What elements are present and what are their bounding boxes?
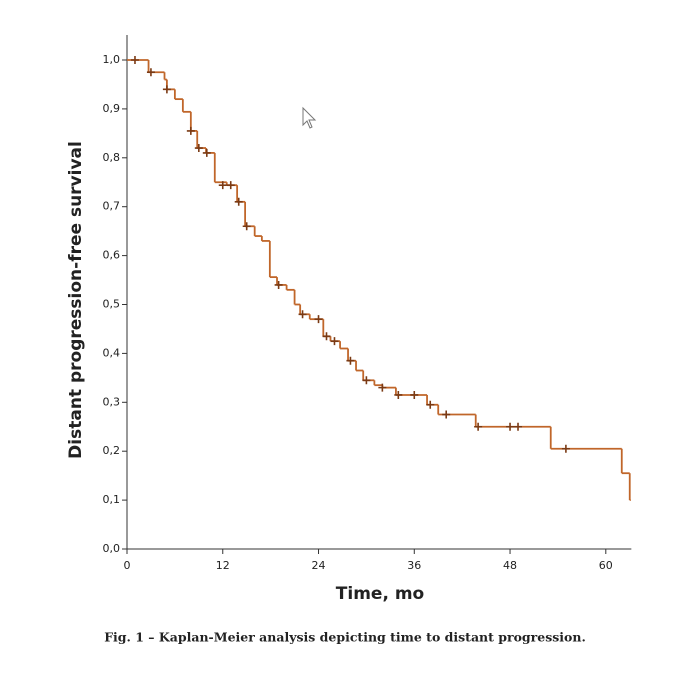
censor-mark bbox=[410, 390, 419, 399]
x-tick-label: 24 bbox=[312, 559, 326, 572]
y-tick-label: 0,6 bbox=[103, 249, 121, 262]
censor-mark bbox=[506, 422, 515, 431]
y-tick-label: 0,4 bbox=[103, 346, 121, 359]
figure-caption: Fig. 1 – Kaplan-Meier analysis depicting… bbox=[104, 630, 586, 645]
censor-mark bbox=[234, 197, 243, 206]
y-tick-label: 1,0 bbox=[103, 53, 121, 66]
y-tick-label: 0,5 bbox=[103, 298, 121, 311]
censor-mark bbox=[314, 315, 323, 324]
censor-mark bbox=[394, 390, 403, 399]
y-tick-label: 0,2 bbox=[103, 444, 121, 457]
censor-mark bbox=[194, 144, 203, 153]
censor-mark bbox=[514, 422, 523, 431]
censor-mark bbox=[202, 148, 211, 157]
x-tick-label: 48 bbox=[503, 559, 517, 572]
y-axis-title: Distant progression-free survival bbox=[66, 141, 86, 459]
censor-mark bbox=[146, 68, 155, 77]
censor-mark bbox=[186, 126, 195, 135]
censor-mark bbox=[426, 400, 435, 409]
y-tick-label: 0,3 bbox=[103, 395, 121, 408]
y-tick-label: 0,9 bbox=[103, 102, 121, 115]
censor-mark bbox=[561, 444, 570, 453]
censor-mark bbox=[330, 337, 339, 346]
y-tick-label: 0,0 bbox=[103, 542, 121, 555]
x-axis-title: Time, mo bbox=[336, 584, 424, 604]
x-tick-label: 36 bbox=[407, 559, 421, 572]
censor-mark bbox=[442, 410, 451, 419]
y-tick-label: 0,1 bbox=[103, 493, 121, 506]
censor-mark bbox=[346, 356, 355, 365]
censor-mark bbox=[378, 383, 387, 392]
mouse-cursor bbox=[302, 106, 317, 129]
censor-mark bbox=[162, 85, 171, 94]
censor-mark bbox=[474, 422, 483, 431]
censor-mark bbox=[218, 181, 227, 190]
censor-mark bbox=[274, 280, 283, 289]
censor-mark bbox=[362, 376, 371, 385]
censor-mark bbox=[322, 332, 331, 341]
y-tick-label: 0,7 bbox=[103, 200, 121, 213]
x-tick-label: 0 bbox=[124, 559, 131, 572]
x-tick-label: 12 bbox=[216, 559, 230, 572]
censor-mark bbox=[242, 222, 251, 231]
censor-mark bbox=[130, 56, 139, 64]
y-tick-label: 0,8 bbox=[103, 151, 121, 164]
x-tick-label: 60 bbox=[599, 559, 613, 572]
censor-mark bbox=[226, 181, 235, 190]
censor-mark bbox=[298, 310, 307, 319]
